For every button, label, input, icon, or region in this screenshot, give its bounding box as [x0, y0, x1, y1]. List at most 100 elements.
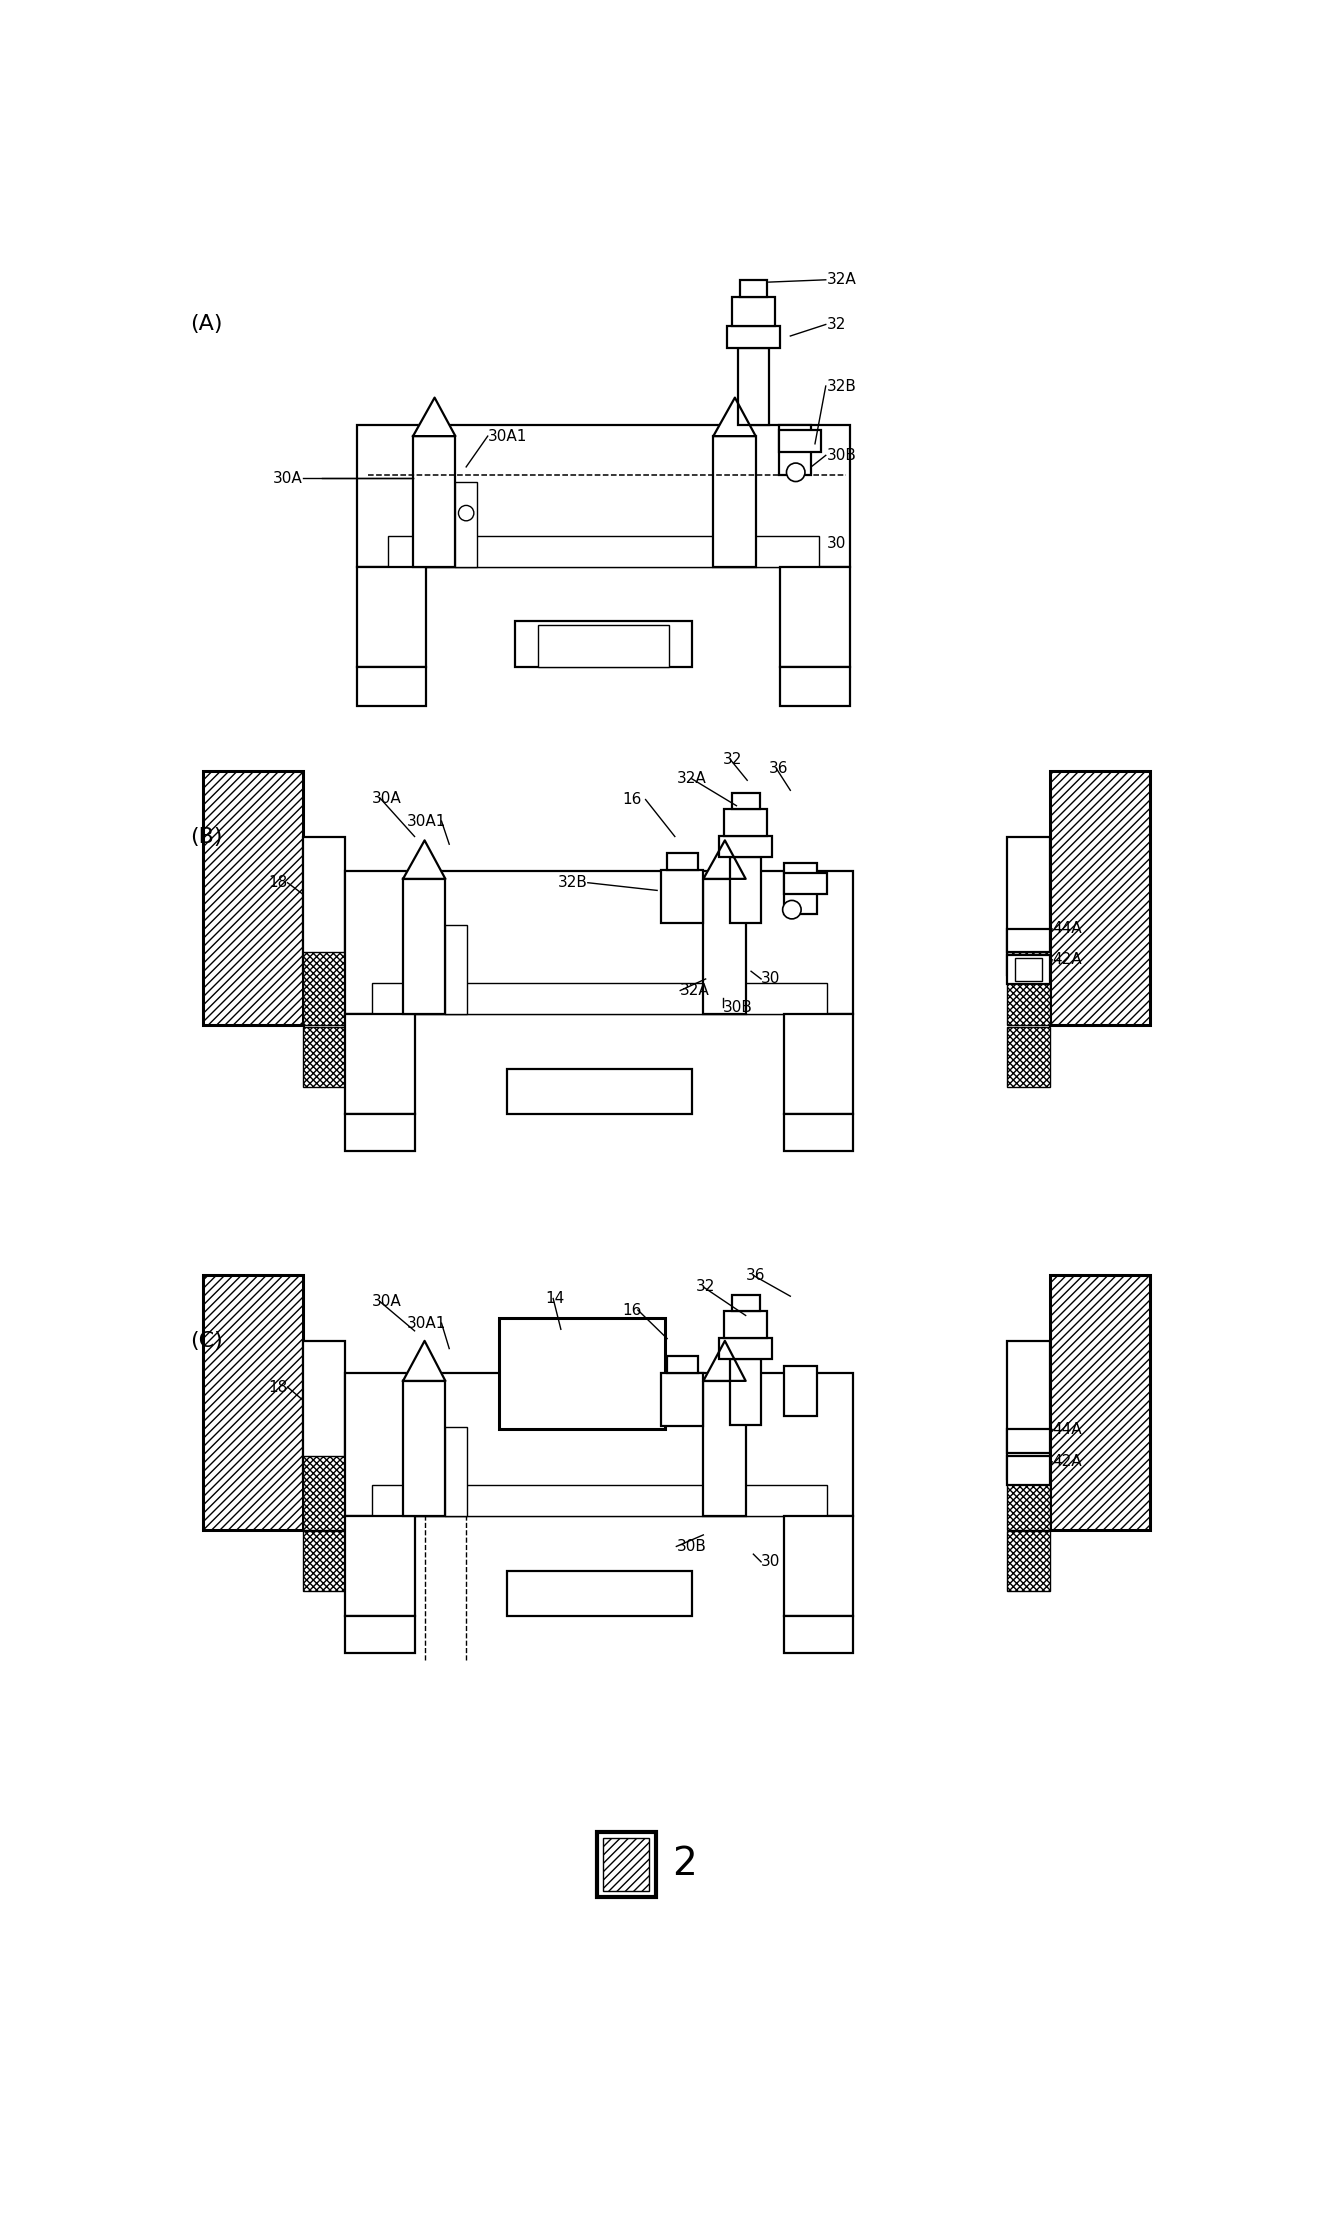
Text: 36: 36 [769, 762, 789, 776]
Bar [732, 1295, 760, 1311]
Bar [714, 437, 756, 566]
Bar [303, 1531, 346, 1592]
Bar [737, 348, 769, 424]
Text: 32B: 32B [558, 876, 588, 889]
Bar [778, 424, 811, 475]
Text: (A): (A) [190, 314, 222, 334]
Bar [719, 1337, 772, 1360]
Text: 16: 16 [623, 791, 642, 807]
Text: 30A1: 30A1 [488, 428, 528, 444]
Bar [724, 809, 768, 836]
Bar [346, 1516, 414, 1616]
Bar [785, 874, 827, 894]
Bar [357, 566, 426, 666]
Bar [413, 437, 455, 566]
Bar [1008, 1429, 1050, 1453]
Text: 18: 18 [268, 876, 288, 889]
Text: 32: 32 [827, 317, 845, 332]
Bar [727, 325, 780, 348]
Bar [1008, 952, 1050, 1025]
Bar [719, 836, 772, 858]
Text: 16: 16 [623, 1302, 642, 1317]
Bar [303, 1028, 346, 1088]
Bar [357, 424, 849, 566]
Bar [603, 1839, 649, 1890]
Text: 44A: 44A [1053, 921, 1082, 936]
Bar [203, 1275, 303, 1529]
Bar [740, 281, 768, 296]
Bar [455, 481, 477, 566]
Bar [1016, 958, 1042, 981]
Bar [388, 537, 819, 566]
Text: (C): (C) [190, 1331, 223, 1351]
Text: 32A: 32A [827, 272, 856, 288]
Polygon shape [714, 397, 756, 437]
Polygon shape [404, 1342, 446, 1382]
Bar [731, 1360, 761, 1424]
Text: 18: 18 [268, 1380, 288, 1395]
Bar [667, 854, 698, 869]
Bar [1050, 1275, 1150, 1529]
Text: 30B: 30B [723, 1001, 752, 1014]
Bar [203, 771, 303, 1025]
Bar [346, 1373, 853, 1516]
Bar [732, 296, 776, 325]
Bar [346, 872, 853, 1014]
Bar [1008, 1028, 1050, 1088]
Bar [1008, 1456, 1050, 1485]
Bar [346, 1616, 414, 1652]
Text: 42A: 42A [1053, 1453, 1082, 1469]
Bar [781, 566, 849, 666]
Text: 32A: 32A [677, 771, 706, 787]
Text: 30A1: 30A1 [406, 1315, 446, 1331]
Bar [346, 1014, 414, 1114]
Bar [785, 1014, 853, 1114]
Bar [598, 1832, 656, 1897]
Bar [357, 666, 426, 707]
Text: 36: 36 [745, 1268, 765, 1284]
Text: 30: 30 [827, 537, 845, 551]
Text: 42A: 42A [1053, 952, 1082, 967]
Circle shape [459, 506, 474, 522]
Bar [514, 622, 691, 666]
Bar [1008, 1531, 1050, 1592]
Bar [446, 1427, 467, 1516]
Polygon shape [404, 840, 446, 878]
Text: (B): (B) [190, 827, 222, 847]
Bar [785, 1516, 853, 1616]
Bar [538, 624, 669, 666]
Circle shape [782, 901, 801, 918]
Bar [785, 1366, 816, 1415]
Text: 32: 32 [723, 751, 743, 767]
Bar [785, 863, 816, 914]
Bar [1008, 929, 1050, 952]
Bar [506, 1070, 691, 1114]
Bar [404, 1382, 446, 1516]
Bar [724, 1311, 768, 1337]
Bar [1008, 1456, 1050, 1529]
Polygon shape [703, 1342, 745, 1382]
Bar [303, 836, 346, 974]
Bar [781, 666, 849, 707]
Bar [785, 1114, 853, 1150]
Bar [661, 869, 703, 923]
Text: 32: 32 [695, 1279, 715, 1295]
Bar [703, 878, 745, 1014]
Text: 32A: 32A [681, 983, 710, 999]
Text: 30A1: 30A1 [406, 814, 446, 829]
Text: 30B: 30B [827, 448, 856, 464]
Bar [372, 1485, 827, 1516]
Bar [446, 925, 467, 1014]
Text: 30A: 30A [372, 791, 402, 805]
Text: 32B: 32B [827, 379, 856, 395]
Bar [506, 1571, 691, 1616]
Bar [404, 878, 446, 1014]
Bar [346, 1114, 414, 1150]
Text: 44A: 44A [1053, 1422, 1082, 1438]
Text: 30: 30 [761, 972, 781, 987]
Text: 14: 14 [546, 1291, 565, 1306]
Bar [778, 430, 822, 452]
Bar [785, 1616, 853, 1652]
Text: 30A: 30A [372, 1295, 402, 1308]
Bar [372, 983, 827, 1014]
